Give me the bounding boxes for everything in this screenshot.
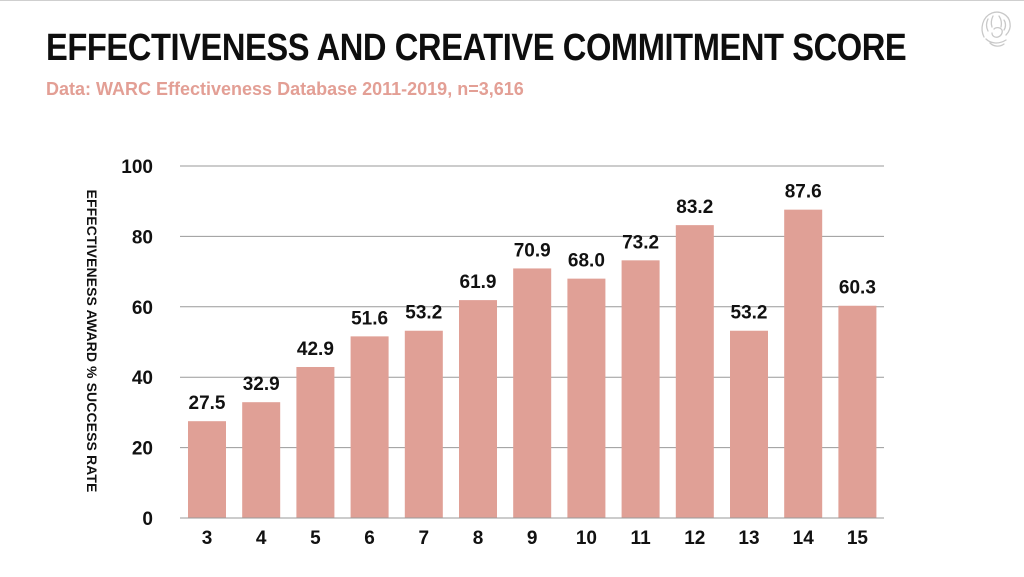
bar-7: [404, 330, 443, 518]
x-tick-label-13: 13: [738, 528, 759, 549]
bar-8: [459, 300, 497, 518]
y-tick-label-80: 80: [132, 227, 153, 248]
value-label-8: 61.9: [460, 272, 497, 293]
bar-12: [675, 225, 714, 519]
x-tick-label-4: 4: [256, 528, 267, 549]
x-tick-label-11: 11: [631, 528, 652, 549]
bar-5: [296, 366, 335, 518]
bar-6: [350, 336, 389, 518]
y-tick-label-20: 20: [132, 439, 153, 460]
value-label-6: 51.6: [351, 308, 388, 329]
value-label-10: 68.0: [568, 251, 605, 272]
y-tick-label-60: 60: [132, 298, 153, 319]
value-label-11: 73.2: [622, 232, 659, 253]
x-tick-label-6: 6: [364, 528, 375, 549]
chart-title: EFFECTIVENESS AND CREATIVE COMMITMENT SC…: [46, 27, 907, 69]
x-tick-label-3: 3: [202, 528, 213, 549]
value-label-15: 60.3: [839, 278, 876, 299]
value-label-7: 53.2: [405, 303, 442, 324]
x-tick-label-12: 12: [684, 528, 705, 549]
x-tick-label-7: 7: [419, 528, 430, 549]
value-label-9: 70.9: [514, 240, 551, 261]
x-tick-label-8: 8: [473, 528, 484, 549]
bar-13: [730, 330, 768, 518]
value-label-14: 87.6: [785, 182, 822, 203]
bar-14: [784, 209, 823, 518]
y-tick-label-40: 40: [132, 368, 153, 389]
x-tick-label-15: 15: [847, 528, 869, 549]
bar-9: [513, 268, 552, 518]
value-label-5: 42.9: [297, 339, 334, 360]
x-tick-label-14: 14: [793, 528, 815, 549]
x-tick-label-9: 9: [527, 528, 538, 549]
bar-10: [567, 278, 606, 518]
x-tick-label-5: 5: [310, 528, 321, 549]
lion-head-logo-icon: [981, 11, 1011, 47]
bar-15: [838, 305, 877, 518]
chart-subtitle: Data: WARC Effectiveness Database 2011-2…: [46, 79, 524, 99]
y-tick-label-0: 0: [142, 509, 153, 530]
value-label-4: 32.9: [243, 374, 280, 395]
x-tick-label-10: 10: [576, 528, 597, 549]
bar-4: [242, 402, 281, 518]
bar-3: [188, 421, 226, 518]
bar-11: [621, 260, 660, 518]
value-label-13: 53.2: [731, 303, 768, 324]
value-label-12: 83.2: [676, 197, 713, 218]
y-tick-label-100: 100: [121, 157, 153, 178]
value-label-3: 27.5: [189, 393, 226, 414]
